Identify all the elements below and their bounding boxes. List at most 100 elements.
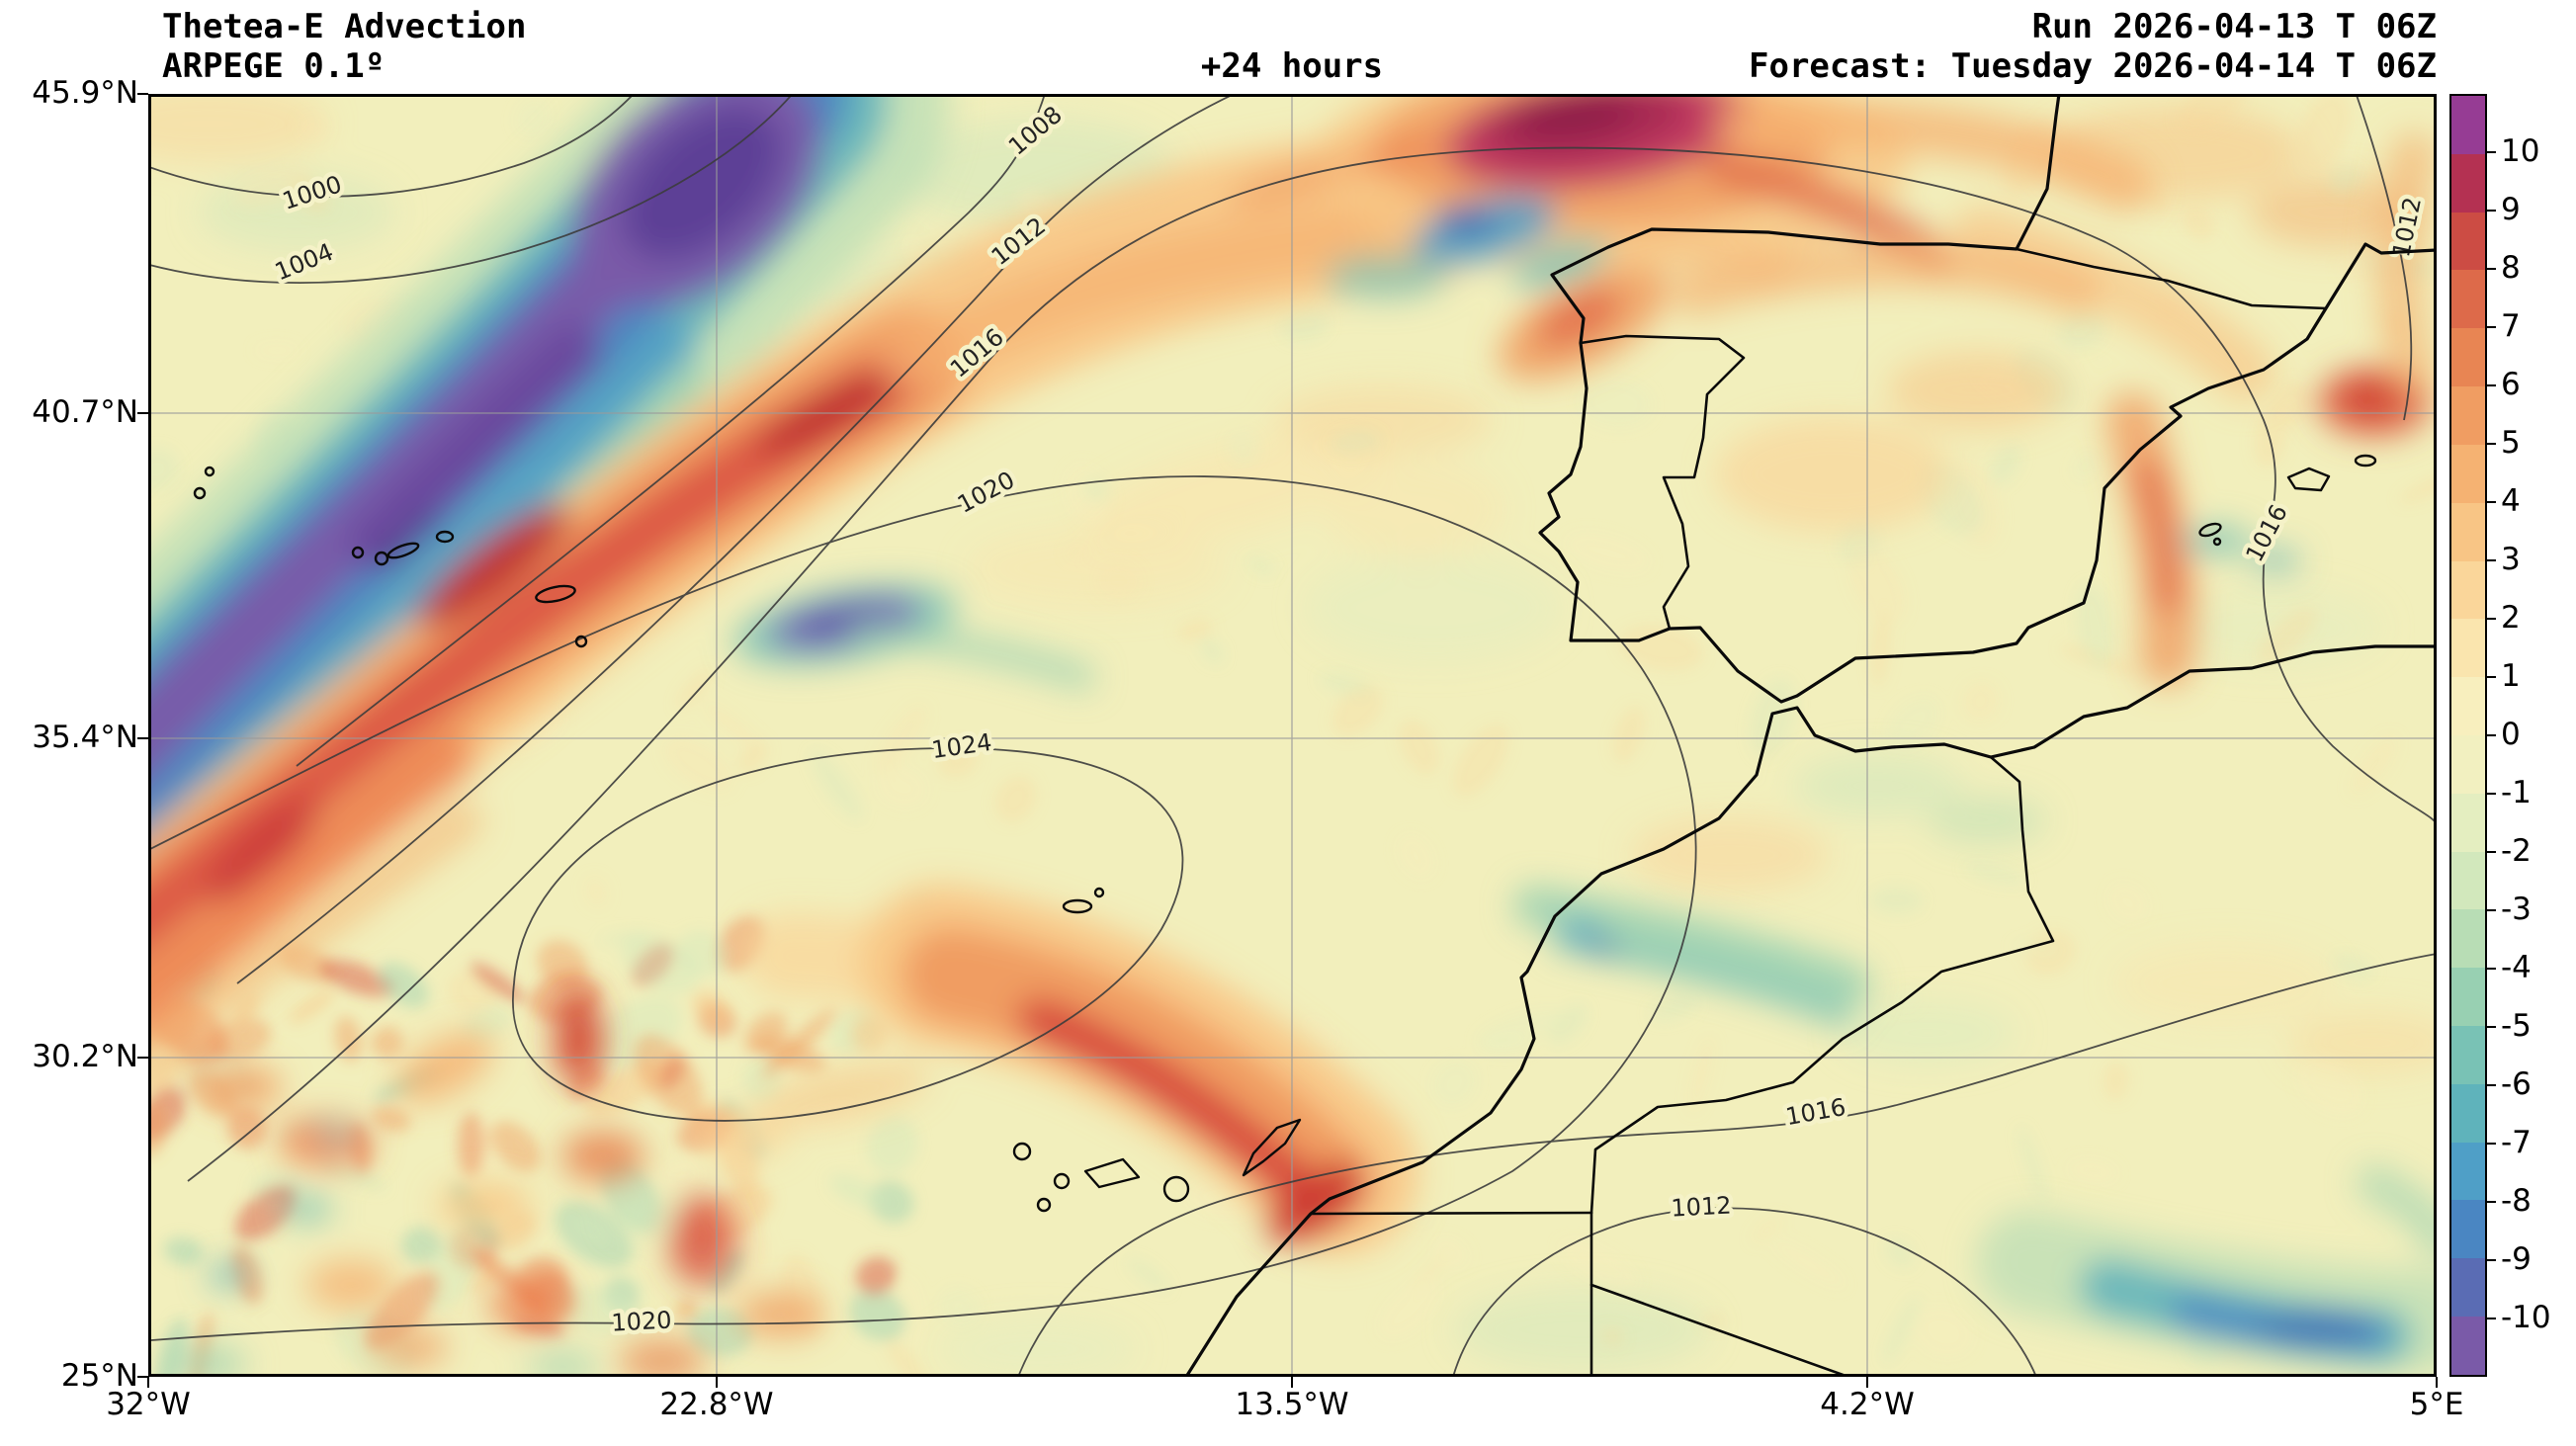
coastline-northwest-africa (1184, 644, 2437, 1377)
colorbar-tick (2487, 793, 2496, 795)
colorbar-tick-label: 2 (2501, 600, 2521, 636)
colorbar-segment (2451, 1317, 2485, 1375)
colorbar-tick (2487, 909, 2496, 911)
border-morocco-algeria (1589, 755, 2055, 1215)
colorbar-tick-label: 9 (2501, 192, 2521, 227)
colorbar-tick (2487, 676, 2496, 678)
border-portugal-spain (1579, 334, 1746, 631)
colorbar-segment (2451, 1142, 2485, 1201)
lon-tick-label: 22.8°W (659, 1387, 774, 1422)
colorbar-tick-label: 8 (2501, 250, 2521, 286)
colorbar-tick-label: 3 (2501, 542, 2521, 577)
lon-tick-label: 13.5°W (1235, 1387, 1349, 1422)
map-frame (148, 94, 2437, 1377)
colorbar-tick (2487, 1259, 2496, 1261)
border-pyrenees (2015, 247, 2328, 310)
lon-tick-label: 5°E (2409, 1387, 2464, 1422)
colorbar-tick-label: -9 (2501, 1241, 2532, 1277)
colorbar-tick (2487, 501, 2496, 503)
colorbar-tick (2487, 1318, 2496, 1319)
colorbar-segment (2451, 1083, 2485, 1143)
run-label: Run 2026-04-13 T 06Z (2031, 7, 2437, 46)
colorbar-tick-label: -10 (2501, 1300, 2551, 1335)
colorbar-segment (2451, 96, 2485, 154)
lat-tick (137, 1376, 148, 1378)
colorbar-segment (2451, 270, 2485, 329)
colorbar-tick (2487, 559, 2496, 561)
colorbar-segment (2451, 968, 2485, 1026)
isobars (148, 94, 2437, 1377)
colorbar-tick (2487, 443, 2496, 445)
colorbar-segment (2451, 793, 2485, 852)
colorbar-segment (2451, 734, 2485, 794)
colorbar-segment (2451, 212, 2485, 271)
map-panel: 1000 1004 1008 1012 1016 1020 1024 1020 … (148, 94, 2437, 1377)
colorbar-tick-label: -3 (2501, 892, 2532, 927)
border-algeria-mauritania (1589, 1283, 1850, 1377)
colorbar-tick (2487, 1026, 2496, 1028)
lat-tick (137, 412, 148, 414)
advection-field (148, 94, 2437, 1377)
colorbar-tick (2487, 734, 2496, 736)
colorbar-tick (2487, 268, 2496, 270)
colorbar-tick (2487, 210, 2496, 212)
colorbar-tick-label: -4 (2501, 950, 2532, 985)
colorbar-tick-label: 7 (2501, 308, 2521, 344)
colorbar-tick (2487, 618, 2496, 620)
lat-tick (137, 93, 148, 95)
colorbar-tick (2487, 968, 2496, 970)
colorbar-segment (2451, 677, 2485, 735)
lon-tick (2436, 1377, 2438, 1388)
colorbar-tick-label: 6 (2501, 367, 2521, 402)
colorbar-segment (2451, 1200, 2485, 1259)
lead-time-label: +24 hours (1200, 46, 1384, 86)
isobar-label: 1012 (1671, 1191, 1732, 1222)
lat-tick (137, 737, 148, 739)
colorbar-tick-label: -8 (2501, 1183, 2532, 1219)
colorbar-tick (2487, 151, 2496, 153)
colorbar-segment (2451, 153, 2485, 213)
colorbar-segment (2451, 909, 2485, 969)
colorbar-tick (2487, 1084, 2496, 1086)
colorbar-tick-label: 5 (2501, 425, 2521, 461)
colorbar-segment (2451, 386, 2485, 445)
forecast-label: Forecast: Tuesday 2026-04-14 T 06Z (1749, 46, 2437, 86)
colorbar-tick (2487, 1201, 2496, 1203)
lon-tick (1291, 1377, 1293, 1388)
colorbar-tick (2487, 326, 2496, 328)
colorbar-tick-label: 1 (2501, 658, 2521, 694)
lon-tick (1866, 1377, 1868, 1388)
lat-tick (137, 1057, 148, 1059)
colorbar-segment (2451, 851, 2485, 910)
lat-tick-label: 30.2°N (32, 1039, 138, 1074)
colorbar-segment (2451, 1258, 2485, 1318)
model-label: ARPEGE 0.1º (162, 46, 386, 86)
border-western-sahara (1309, 1211, 1593, 1216)
lat-tick-label: 45.9°N (32, 75, 138, 111)
lon-tick-label: 4.2°W (1820, 1387, 1915, 1422)
colorbar-segment (2451, 444, 2485, 503)
lon-tick-label: 32°W (106, 1387, 191, 1422)
isobar-label: 1020 (611, 1306, 672, 1336)
colorbar-segment (2451, 619, 2485, 678)
lat-tick-label: 35.4°N (32, 720, 138, 755)
colorbar-tick-label: 4 (2501, 483, 2521, 519)
lon-tick (716, 1377, 718, 1388)
colorbar-tick-label: -7 (2501, 1125, 2532, 1160)
colorbar (2449, 94, 2487, 1377)
colorbar-tick-label: -2 (2501, 833, 2532, 869)
colorbar-tick-label: 0 (2501, 717, 2521, 752)
graticule (148, 94, 2437, 1377)
colorbar-tick-label: 10 (2501, 133, 2540, 169)
lon-tick (147, 1377, 149, 1388)
colorbar-tick-label: -6 (2501, 1066, 2532, 1102)
colorbar-segment (2451, 502, 2485, 561)
coastlines (193, 94, 2437, 1377)
colorbar-segment (2451, 1026, 2485, 1084)
colorbar-segment (2451, 560, 2485, 620)
colorbar-tick-label: -1 (2501, 775, 2532, 810)
lat-tick-label: 25°N (60, 1358, 138, 1394)
colorbar-tick (2487, 851, 2496, 853)
advection-map: 1000 1004 1008 1012 1016 1020 1024 1020 … (148, 94, 2437, 1377)
islands (193, 454, 2377, 1213)
